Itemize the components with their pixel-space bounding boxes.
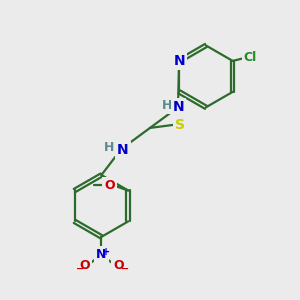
Text: N: N xyxy=(173,54,185,68)
Text: −: − xyxy=(121,264,129,274)
Text: Cl: Cl xyxy=(244,52,257,64)
Text: O: O xyxy=(79,259,90,272)
Text: N: N xyxy=(96,248,106,261)
Text: +: + xyxy=(102,247,110,256)
Text: N: N xyxy=(173,100,184,114)
Text: H: H xyxy=(162,99,172,112)
Text: O: O xyxy=(104,179,115,192)
Text: N: N xyxy=(117,143,129,157)
Text: −: − xyxy=(76,264,84,274)
Text: S: S xyxy=(175,118,185,132)
Text: O: O xyxy=(113,259,124,272)
Text: H: H xyxy=(104,141,115,154)
